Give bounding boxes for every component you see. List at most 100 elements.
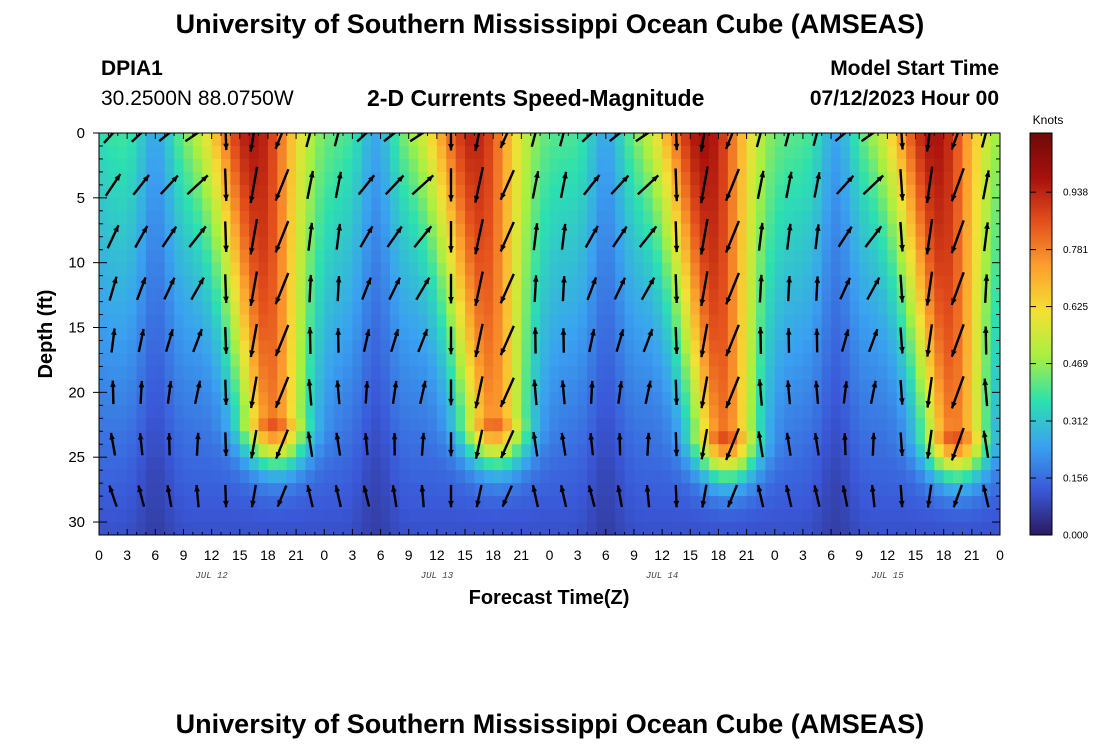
heat-cell xyxy=(605,288,616,303)
heat-cell xyxy=(784,158,795,173)
heat-cell xyxy=(765,483,776,497)
heat-cell xyxy=(192,171,203,186)
heat-cell xyxy=(455,288,466,303)
heat-cell xyxy=(427,184,438,199)
heat-cell xyxy=(727,418,738,432)
heat-cell xyxy=(99,392,109,406)
heat-cell xyxy=(230,444,241,458)
heat-cell xyxy=(727,470,738,484)
current-arrow xyxy=(532,275,539,302)
heat-cell xyxy=(924,418,935,432)
colorbar-tick-label: 0.781 xyxy=(1063,245,1088,256)
heat-cell xyxy=(136,457,147,471)
heat-cell xyxy=(352,301,363,316)
heat-cell xyxy=(202,314,213,329)
heat-cell xyxy=(859,470,870,484)
heat-cell xyxy=(145,418,156,432)
heat-cell xyxy=(624,275,635,290)
heat-cell xyxy=(962,457,973,471)
heat-cell xyxy=(802,158,813,173)
heat-cell xyxy=(192,223,203,238)
heat-cell xyxy=(971,210,982,225)
heat-cell xyxy=(230,327,241,342)
heat-cell xyxy=(765,171,776,186)
heat-cell xyxy=(371,262,382,277)
heat-cell xyxy=(352,340,363,355)
heat-cell xyxy=(540,522,551,535)
heat-cell xyxy=(568,379,579,393)
heat-cell xyxy=(465,444,476,458)
heat-cell xyxy=(868,457,879,471)
current-arrow xyxy=(411,174,435,196)
heat-cell xyxy=(164,171,175,186)
heat-cell xyxy=(305,353,316,368)
heat-cell xyxy=(455,249,466,264)
heat-cell xyxy=(136,158,147,173)
heat-cell xyxy=(127,275,138,290)
current-arrow xyxy=(474,323,484,358)
heat-cell xyxy=(624,366,635,380)
current-arrow xyxy=(560,432,567,456)
heat-cell xyxy=(990,340,1000,355)
heat-cell xyxy=(802,366,813,380)
heat-cell xyxy=(540,379,551,393)
heat-cell xyxy=(624,197,635,212)
heat-cell xyxy=(774,262,785,277)
heat-cell xyxy=(924,457,935,471)
heat-cell xyxy=(596,340,607,355)
heat-cell xyxy=(549,133,560,147)
heat-cell xyxy=(502,158,513,173)
heat-cell xyxy=(493,366,504,380)
heat-cell xyxy=(474,210,485,225)
heat-cell xyxy=(174,249,185,264)
heat-cell xyxy=(521,379,532,393)
date-label: JUL 14 xyxy=(646,571,678,581)
heat-cell xyxy=(211,470,222,484)
heat-cell xyxy=(765,405,776,419)
heat-cell xyxy=(962,262,973,277)
heat-cell xyxy=(915,405,926,419)
heat-cell xyxy=(493,301,504,316)
heat-cell xyxy=(117,197,128,212)
heat-cell xyxy=(389,366,400,380)
heat-cell xyxy=(690,509,701,523)
heat-cell xyxy=(99,171,109,186)
heat-cell xyxy=(934,223,945,238)
heat-cell xyxy=(981,197,992,212)
heat-cell xyxy=(746,223,757,238)
heat-cell xyxy=(943,522,954,535)
heat-cell xyxy=(680,405,691,419)
heat-cell xyxy=(239,262,250,277)
heat-cell xyxy=(662,301,673,316)
heat-cell xyxy=(727,301,738,316)
heat-cell xyxy=(962,496,973,510)
heat-cell xyxy=(943,483,954,497)
heat-cell xyxy=(380,483,391,497)
heat-cell xyxy=(718,340,729,355)
heat-cell xyxy=(671,197,682,212)
heat-cell xyxy=(906,483,917,497)
heat-cell xyxy=(831,223,842,238)
heat-cell xyxy=(605,223,616,238)
heat-cell xyxy=(389,210,400,225)
heat-cell xyxy=(615,522,626,535)
heat-cell xyxy=(296,431,307,445)
heat-cell xyxy=(455,275,466,290)
heat-cell xyxy=(971,379,982,393)
heat-cell xyxy=(587,262,598,277)
heat-cell xyxy=(953,405,964,419)
heat-cell xyxy=(662,262,673,277)
current-arrow xyxy=(448,484,454,508)
heat-cell xyxy=(521,197,532,212)
heat-cell xyxy=(549,249,560,264)
heat-cell xyxy=(399,197,410,212)
heat-cell xyxy=(887,392,898,406)
heat-cell xyxy=(690,262,701,277)
heat-cell xyxy=(877,210,888,225)
heat-cell xyxy=(633,366,644,380)
current-arrow xyxy=(531,484,540,508)
x-axis-label: Forecast Time(Z) xyxy=(469,587,630,609)
heat-cell xyxy=(605,509,616,523)
heat-cell xyxy=(596,301,607,316)
heat-cell xyxy=(258,444,269,458)
